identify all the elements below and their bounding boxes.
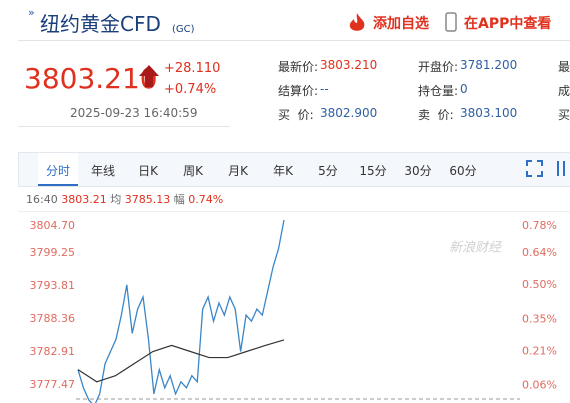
tab[interactable]: 5分	[318, 164, 338, 178]
info-line: 16:40 3803.21 均 3785.13 幅 0.74%	[26, 191, 223, 207]
y2-tick-label: 0.78%	[522, 219, 557, 232]
change-pct: +0.74%	[164, 82, 217, 97]
tab[interactable]: 月K	[228, 164, 248, 178]
fire-icon	[349, 13, 365, 31]
tab-bar	[18, 152, 570, 187]
watermark: 新浪财经	[449, 240, 503, 256]
open-app[interactable]: 在APP中查看	[464, 16, 552, 32]
tab[interactable]: 周K	[183, 164, 203, 178]
divider	[18, 126, 230, 127]
active-tab-bg	[38, 153, 78, 186]
stat-value: 0	[460, 82, 468, 96]
divider	[18, 40, 570, 41]
code: (GC)	[172, 24, 195, 35]
info-range: 0.74%	[188, 193, 224, 206]
up-arrow	[139, 65, 159, 87]
title: 纽约黄金CFD	[40, 12, 161, 36]
tab[interactable]: 60分	[449, 164, 477, 178]
info-time: 16:40	[26, 193, 58, 206]
info-range-label: 幅	[173, 193, 185, 206]
quote-time: 2025-09-23 16:40:59	[70, 106, 198, 120]
stat-label: 最新价:	[278, 60, 319, 74]
stat-label: 持仓量:	[418, 84, 459, 98]
tab[interactable]: 日K	[138, 164, 158, 178]
stat-label: 卖 价:	[418, 108, 454, 122]
y2-tick-label: 0.06%	[522, 379, 557, 392]
stat-value: 3803.100	[460, 106, 518, 120]
y-tick-label: 3777.47	[30, 378, 76, 391]
tab[interactable]: 年线	[90, 164, 115, 178]
info-price: 3803.21	[61, 193, 107, 206]
tab[interactable]: 30分	[404, 164, 432, 178]
y-tick-label: 3799.25	[30, 246, 76, 259]
y2-tick-label: 0.35%	[522, 312, 557, 325]
price-line	[77, 220, 285, 403]
tab[interactable]: 年K	[273, 164, 293, 178]
info-avg: 3785.13	[124, 193, 171, 206]
stat-value: 3802.900	[320, 106, 378, 120]
avg-line	[77, 339, 285, 383]
stat-value: 3781.200	[460, 58, 518, 72]
tab[interactable]: 分时	[45, 164, 70, 178]
tab[interactable]: 15分	[359, 164, 387, 178]
y-tick-label: 3788.36	[30, 312, 76, 325]
y-tick-label: 3782.91	[30, 345, 76, 358]
change: +28.110	[164, 61, 221, 76]
stat-label: 最	[558, 60, 570, 74]
stat-label: 结算价:	[278, 84, 319, 98]
stat-label: 开盘价:	[418, 60, 459, 74]
stat-label: 买	[558, 108, 570, 122]
y2-tick-label: 0.64%	[522, 246, 557, 259]
y-tick-label: 3793.81	[30, 279, 76, 292]
icon: »	[28, 6, 35, 19]
stat-value: 3803.210	[320, 58, 378, 72]
stat-label: 成	[558, 84, 570, 98]
info-avg-label: 均	[110, 193, 122, 206]
stat-label: 买 价:	[278, 108, 314, 122]
y-tick-label: 3804.70	[30, 219, 76, 232]
stat-value: --	[320, 82, 329, 96]
y2-tick-label: 0.50%	[522, 278, 557, 291]
phone-icon	[445, 12, 457, 32]
divider	[18, 211, 570, 212]
add-watchlist[interactable]: 添加自选	[373, 16, 429, 32]
price: 3803.210	[24, 62, 158, 95]
tool-icons	[526, 160, 565, 177]
y2-tick-label: 0.21%	[522, 344, 557, 357]
